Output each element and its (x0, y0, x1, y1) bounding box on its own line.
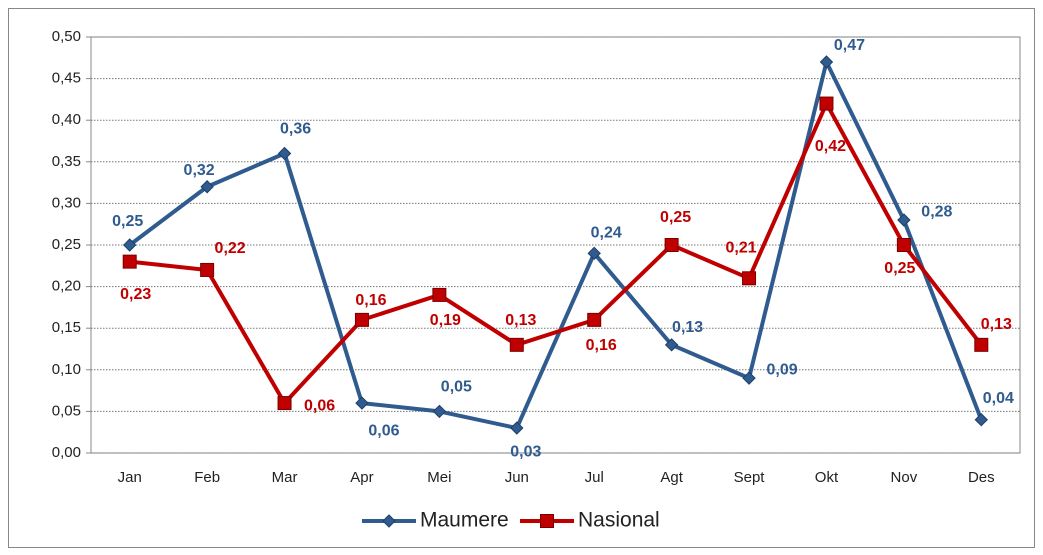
point (432, 287, 447, 302)
data-label: 0,25 (660, 209, 691, 226)
legend-label: Maumere (420, 509, 509, 532)
data-label: 0,03 (510, 443, 541, 460)
y-tick-label: 0,10 (52, 361, 81, 378)
y-tick-label: 0,30 (52, 194, 81, 211)
series-line (129, 101, 983, 406)
data-label: 0,25 (112, 213, 143, 230)
point (355, 396, 369, 410)
data-label: 0,22 (215, 240, 246, 257)
y-tick-label: 0,50 (52, 28, 81, 45)
chart-border (8, 8, 1035, 548)
y-tick-label: 0,00 (52, 444, 81, 461)
data-label: 0,23 (120, 286, 151, 303)
data-label: 0,21 (725, 239, 756, 256)
point (664, 338, 679, 352)
y-tick-label: 0,20 (52, 278, 81, 295)
x-tick-label: Feb (194, 469, 220, 486)
point (200, 180, 214, 194)
x-tick-label: Okt (815, 469, 839, 486)
point (354, 312, 369, 327)
x-tick-label: Jul (585, 469, 604, 486)
x-tick-label: Agt (660, 469, 683, 486)
series-line (128, 59, 984, 431)
point (742, 371, 756, 385)
data-label: 0,13 (981, 316, 1012, 333)
point (897, 213, 911, 227)
y-tick-label: 0,40 (52, 111, 81, 128)
y-tick-label: 0,45 (52, 70, 81, 87)
x-tick-label: Des (968, 469, 995, 486)
point (277, 396, 292, 411)
data-label: 0,06 (368, 422, 399, 439)
data-label: 0,25 (884, 260, 915, 277)
x-tick-label: Jan (118, 469, 142, 486)
y-tick-label: 0,05 (52, 402, 81, 419)
data-label: 0,16 (586, 337, 617, 354)
data-label: 0,36 (280, 121, 311, 138)
data-label: 0,13 (672, 319, 703, 336)
x-tick-label: Apr (350, 469, 373, 486)
data-label: 0,32 (184, 162, 215, 179)
point (896, 238, 911, 252)
point (974, 337, 989, 352)
point (123, 238, 137, 252)
x-tick-label: Mar (272, 469, 298, 486)
data-label: 0,24 (591, 225, 622, 242)
data-label: 0,13 (505, 312, 536, 329)
y-tick-label: 0,35 (52, 153, 81, 170)
point (510, 421, 524, 435)
point (122, 254, 137, 269)
legend-label: Nasional (578, 509, 660, 532)
point (509, 337, 524, 352)
point (432, 404, 447, 419)
point (819, 55, 834, 69)
data-label: 0,16 (355, 292, 386, 309)
data-label: 0,06 (304, 397, 335, 414)
x-tick-label: Mei (427, 469, 451, 486)
point (382, 514, 396, 528)
point (819, 96, 834, 111)
data-label: 0,19 (430, 312, 461, 329)
point (974, 413, 988, 427)
x-tick-label: Sept (734, 469, 766, 486)
point (587, 312, 602, 327)
data-label: 0,28 (921, 203, 952, 220)
x-tick-label: Nov (891, 469, 918, 486)
y-tick-label: 0,15 (52, 319, 81, 336)
data-label: 0,42 (815, 138, 846, 155)
point (664, 238, 679, 252)
point (742, 271, 757, 286)
point (540, 514, 554, 528)
data-label: 0,04 (983, 390, 1014, 407)
y-tick-label: 0,25 (52, 236, 81, 253)
point (587, 246, 601, 261)
point (277, 146, 292, 161)
point (200, 262, 215, 277)
data-label: 0,05 (441, 379, 472, 396)
data-label: 0,47 (834, 37, 865, 54)
x-tick-label: Jun (505, 469, 529, 486)
data-label: 0,09 (766, 361, 797, 378)
